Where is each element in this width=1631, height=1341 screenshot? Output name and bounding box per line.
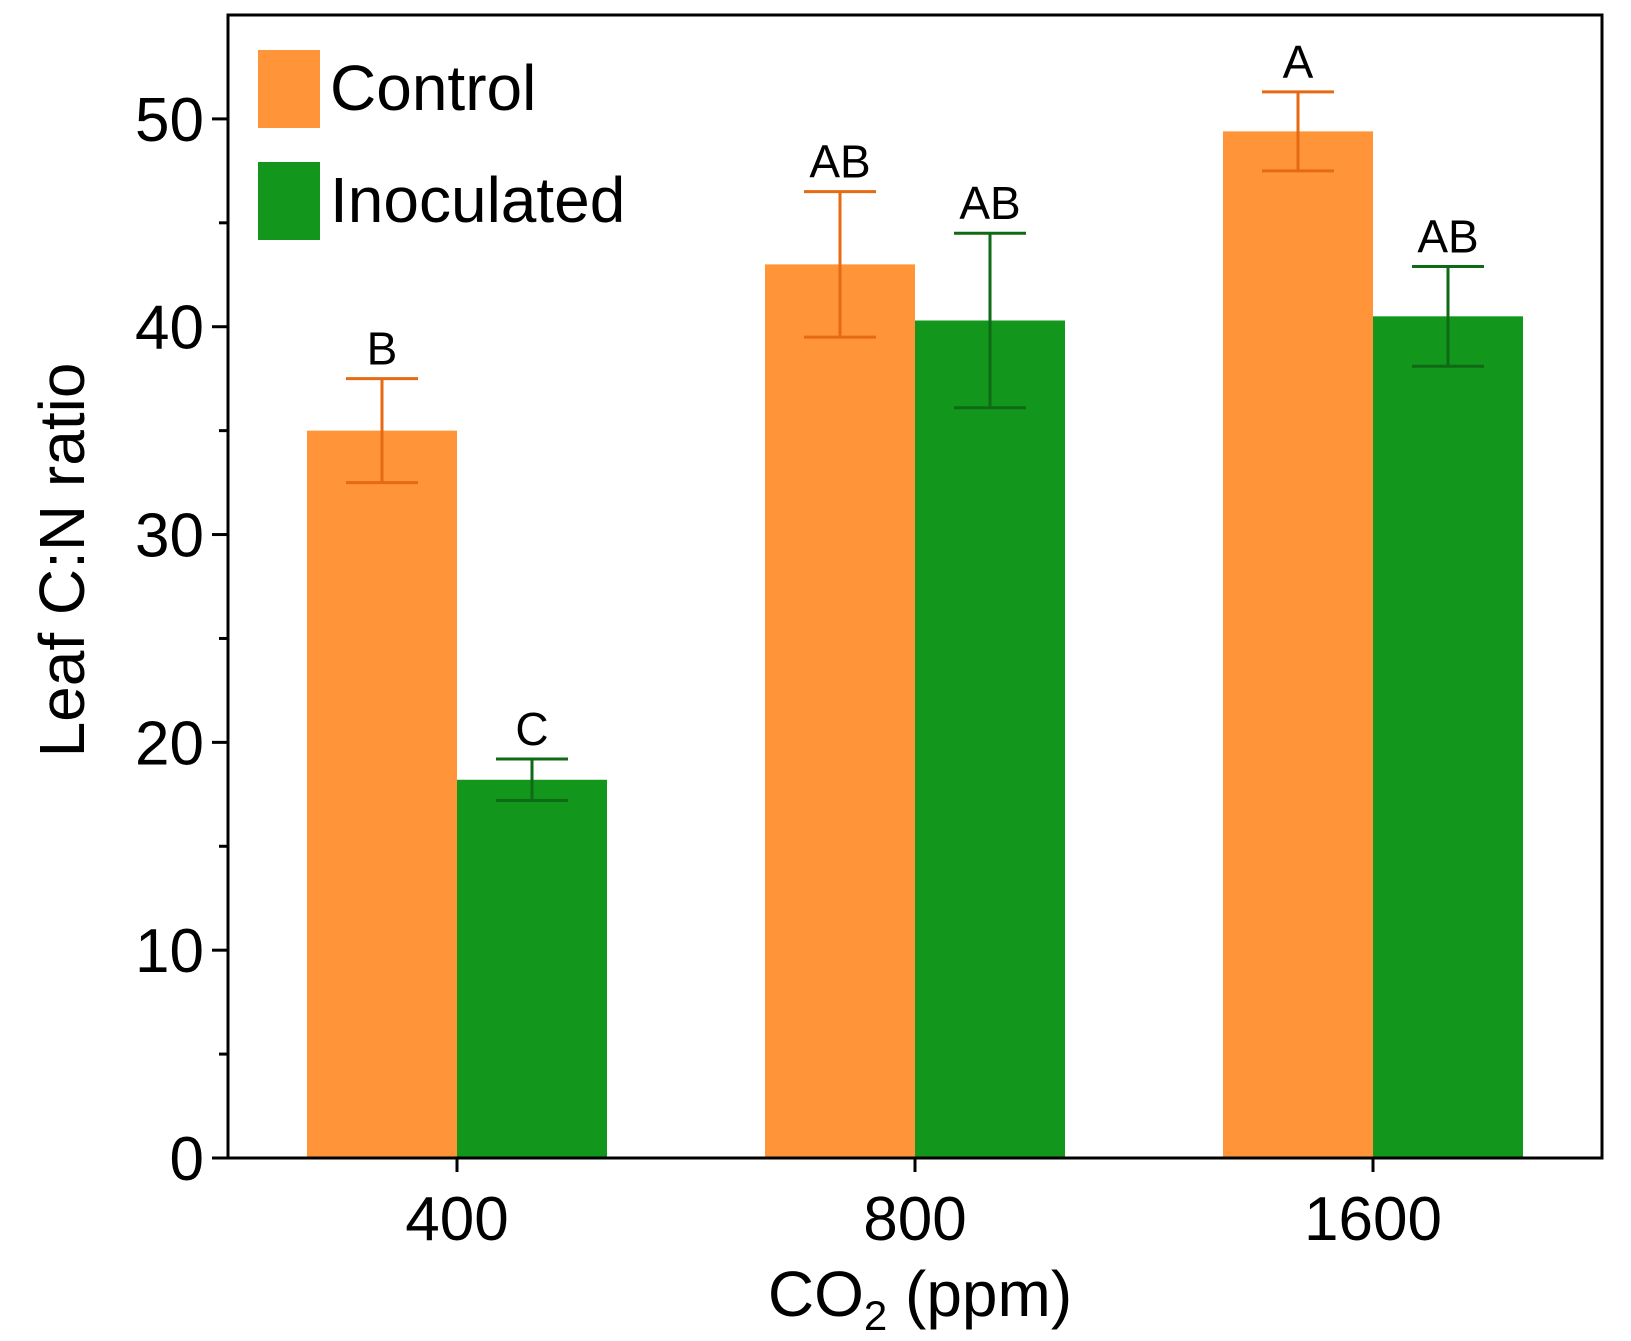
error-bar-control-400 [346, 377, 418, 485]
legend-label-inoculated: Inoculated [330, 164, 625, 236]
significance-letter: A [1283, 36, 1314, 88]
x-axis-title: CO2 (ppm) [768, 1258, 1072, 1339]
error-bar-inoculated-800 [954, 231, 1026, 410]
y-axis: 0 10 20 30 40 50 [135, 86, 228, 1194]
x-tick-label: 1600 [1304, 1185, 1442, 1254]
significance-letter: AB [959, 177, 1020, 229]
bar-inoculated-400 [457, 779, 607, 1158]
legend-swatch-inoculated [258, 162, 320, 240]
bar-inoculated-1600 [1373, 316, 1523, 1158]
x-axis-title-suffix: (ppm) [887, 1258, 1072, 1330]
bar-control-400 [307, 430, 457, 1158]
y-tick-label: 10 [135, 917, 204, 986]
significance-letter: C [515, 703, 548, 755]
bar-control-800 [765, 264, 915, 1158]
bars-layer [307, 131, 1523, 1159]
x-tick-label: 400 [405, 1185, 508, 1254]
error-bar-inoculated-400 [496, 757, 568, 803]
error-bars-layer [346, 90, 1484, 803]
bar-control-1600 [1223, 131, 1373, 1159]
significance-letter: B [367, 323, 398, 375]
legend-swatch-control [258, 50, 320, 128]
legend-label-control: Control [330, 52, 536, 124]
x-tick-label: 800 [863, 1185, 966, 1254]
x-axis: 400 800 1600 [405, 1158, 1442, 1254]
y-tick-label: 40 [135, 294, 204, 363]
y-tick-label: 0 [170, 1125, 204, 1194]
significance-letter: AB [809, 136, 870, 188]
significance-letter: AB [1417, 210, 1478, 262]
significance-letters-layer: B C AB AB A AB [367, 36, 1479, 755]
y-axis-title: Leaf C:N ratio [26, 363, 98, 758]
x-axis-title-subscript: 2 [864, 1292, 887, 1339]
error-bar-control-1600 [1262, 90, 1334, 173]
bar-inoculated-800 [915, 320, 1065, 1158]
y-tick-label: 50 [135, 86, 204, 155]
error-bar-control-800 [804, 190, 876, 339]
error-bar-inoculated-1600 [1412, 264, 1484, 368]
y-tick-label: 20 [135, 709, 204, 778]
y-tick-label: 30 [135, 502, 204, 571]
legend: Control Inoculated [258, 50, 625, 240]
x-axis-title-main: CO [768, 1258, 864, 1330]
